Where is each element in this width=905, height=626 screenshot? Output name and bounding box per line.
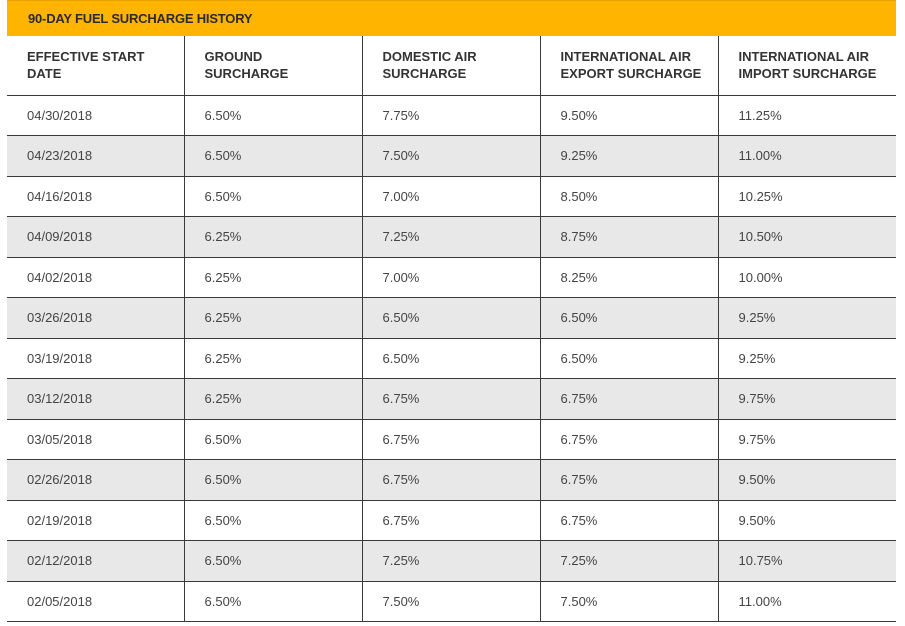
table-body: 04/30/2018 6.50% 7.75% 9.50% 11.25% 04/23/201… bbox=[7, 95, 896, 622]
cell-ground-surcharge: 6.50% bbox=[184, 135, 363, 177]
cell-international-export-surcharge: 8.75% bbox=[540, 216, 719, 258]
cell-international-export-surcharge: 7.25% bbox=[540, 540, 719, 582]
header-line: EXPORT SURCHARGE bbox=[560, 66, 702, 82]
cell-ground-surcharge: 6.25% bbox=[184, 297, 363, 339]
table-row: 04/02/2018 6.25% 7.00% 8.25% 10.00% bbox=[7, 257, 896, 298]
header-line: SURCHARGE bbox=[382, 66, 467, 82]
header-international-air-import-surcharge: INTERNATIONAL AIR IMPORT SURCHARGE bbox=[718, 36, 896, 96]
table-row: 04/30/2018 6.50% 7.75% 9.50% 11.25% bbox=[7, 95, 896, 136]
cell-international-import-surcharge: 10.75% bbox=[718, 540, 896, 582]
cell-effective-start-date: 04/23/2018 bbox=[7, 135, 185, 177]
cell-international-import-surcharge: 11.00% bbox=[718, 581, 896, 622]
cell-domestic-air-surcharge: 7.75% bbox=[362, 95, 541, 136]
cell-international-export-surcharge: 9.50% bbox=[540, 95, 719, 136]
cell-international-import-surcharge: 10.25% bbox=[718, 176, 896, 217]
cell-ground-surcharge: 6.25% bbox=[184, 378, 363, 420]
cell-international-export-surcharge: 6.75% bbox=[540, 459, 719, 501]
table-row: 04/23/2018 6.50% 7.50% 9.25% 11.00% bbox=[7, 135, 896, 177]
cell-effective-start-date: 03/12/2018 bbox=[7, 378, 185, 420]
cell-effective-start-date: 04/30/2018 bbox=[7, 95, 185, 136]
header-row: EFFECTIVE START DATE GROUND SURCHARGE DOMEST… bbox=[7, 36, 896, 96]
cell-effective-start-date: 02/12/2018 bbox=[7, 540, 185, 582]
cell-effective-start-date: 04/02/2018 bbox=[7, 257, 185, 298]
cell-domestic-air-surcharge: 7.00% bbox=[362, 176, 541, 217]
cell-effective-start-date: 04/09/2018 bbox=[7, 216, 185, 258]
cell-international-import-surcharge: 11.25% bbox=[718, 95, 896, 136]
header-line: EFFECTIVE START bbox=[27, 49, 145, 65]
header-international-air-export-surcharge: INTERNATIONAL AIR EXPORT SURCHARGE bbox=[540, 36, 719, 96]
table-row: 03/26/2018 6.25% 6.50% 6.50% 9.25% bbox=[7, 297, 896, 339]
cell-domestic-air-surcharge: 7.25% bbox=[362, 216, 541, 258]
cell-international-export-surcharge: 7.50% bbox=[540, 581, 719, 622]
cell-effective-start-date: 02/26/2018 bbox=[7, 459, 185, 501]
table-row: 02/26/2018 6.50% 6.75% 6.75% 9.50% bbox=[7, 459, 896, 501]
header-domestic-air-surcharge: DOMESTIC AIR SURCHARGE bbox=[362, 36, 541, 96]
table-row: 02/19/2018 6.50% 6.75% 6.75% 9.50% bbox=[7, 500, 896, 541]
cell-international-export-surcharge: 6.75% bbox=[540, 500, 719, 541]
cell-effective-start-date: 04/16/2018 bbox=[7, 176, 185, 217]
cell-international-export-surcharge: 6.50% bbox=[540, 338, 719, 379]
title-bar: 90-DAY FUEL SURCHARGE HISTORY bbox=[7, 0, 896, 36]
cell-ground-surcharge: 6.50% bbox=[184, 500, 363, 541]
cell-ground-surcharge: 6.50% bbox=[184, 95, 363, 136]
cell-international-import-surcharge: 9.50% bbox=[718, 459, 896, 501]
cell-ground-surcharge: 6.50% bbox=[184, 540, 363, 582]
table-row: 04/16/2018 6.50% 7.00% 8.50% 10.25% bbox=[7, 176, 896, 217]
table-row: 02/12/2018 6.50% 7.25% 7.25% 10.75% bbox=[7, 540, 896, 582]
cell-international-export-surcharge: 9.25% bbox=[540, 135, 719, 177]
header-ground-surcharge: GROUND SURCHARGE bbox=[184, 36, 363, 96]
cell-effective-start-date: 02/05/2018 bbox=[7, 581, 185, 622]
surcharge-history-panel: 90-DAY FUEL SURCHARGE HISTORY EFFECTIVE … bbox=[7, 0, 896, 622]
cell-domestic-air-surcharge: 7.25% bbox=[362, 540, 541, 582]
table-title: 90-DAY FUEL SURCHARGE HISTORY bbox=[28, 11, 253, 26]
table-row: 04/09/2018 6.25% 7.25% 8.75% 10.50% bbox=[7, 216, 896, 258]
header-line: GROUND bbox=[204, 49, 263, 65]
cell-domestic-air-surcharge: 7.50% bbox=[362, 581, 541, 622]
cell-international-export-surcharge: 6.75% bbox=[540, 378, 719, 420]
table-row: 03/05/2018 6.50% 6.75% 6.75% 9.75% bbox=[7, 419, 896, 460]
cell-international-export-surcharge: 6.50% bbox=[540, 297, 719, 339]
cell-ground-surcharge: 6.50% bbox=[184, 581, 363, 622]
table-row: 02/05/2018 6.50% 7.50% 7.50% 11.00% bbox=[7, 581, 896, 622]
cell-international-export-surcharge: 8.25% bbox=[540, 257, 719, 298]
header-line: INTERNATIONAL AIR bbox=[560, 49, 691, 65]
table-row: 03/12/2018 6.25% 6.75% 6.75% 9.75% bbox=[7, 378, 896, 420]
cell-effective-start-date: 03/05/2018 bbox=[7, 419, 185, 460]
cell-ground-surcharge: 6.50% bbox=[184, 459, 363, 501]
cell-international-import-surcharge: 11.00% bbox=[718, 135, 896, 177]
cell-ground-surcharge: 6.50% bbox=[184, 176, 363, 217]
header-effective-start-date: EFFECTIVE START DATE bbox=[7, 36, 185, 96]
cell-ground-surcharge: 6.25% bbox=[184, 216, 363, 258]
cell-domestic-air-surcharge: 7.50% bbox=[362, 135, 541, 177]
cell-international-import-surcharge: 10.50% bbox=[718, 216, 896, 258]
cell-domestic-air-surcharge: 6.50% bbox=[362, 338, 541, 379]
cell-international-import-surcharge: 9.25% bbox=[718, 338, 896, 379]
cell-effective-start-date: 03/26/2018 bbox=[7, 297, 185, 339]
cell-international-export-surcharge: 8.50% bbox=[540, 176, 719, 217]
cell-international-import-surcharge: 9.25% bbox=[718, 297, 896, 339]
cell-ground-surcharge: 6.25% bbox=[184, 338, 363, 379]
cell-international-import-surcharge: 9.75% bbox=[718, 419, 896, 460]
cell-domestic-air-surcharge: 6.50% bbox=[362, 297, 541, 339]
header-line: INTERNATIONAL AIR bbox=[738, 49, 869, 65]
cell-effective-start-date: 03/19/2018 bbox=[7, 338, 185, 379]
cell-international-export-surcharge: 6.75% bbox=[540, 419, 719, 460]
cell-domestic-air-surcharge: 7.00% bbox=[362, 257, 541, 298]
header-line: DATE bbox=[27, 66, 62, 82]
cell-international-import-surcharge: 9.75% bbox=[718, 378, 896, 420]
cell-ground-surcharge: 6.50% bbox=[184, 419, 363, 460]
header-line: IMPORT SURCHARGE bbox=[738, 66, 877, 82]
cell-domestic-air-surcharge: 6.75% bbox=[362, 419, 541, 460]
cell-domestic-air-surcharge: 6.75% bbox=[362, 500, 541, 541]
cell-international-import-surcharge: 10.00% bbox=[718, 257, 896, 298]
table-row: 03/19/2018 6.25% 6.50% 6.50% 9.25% bbox=[7, 338, 896, 379]
surcharge-table: EFFECTIVE START DATE GROUND SURCHARGE DOMEST… bbox=[7, 36, 896, 622]
header-line: DOMESTIC AIR bbox=[382, 49, 477, 65]
cell-ground-surcharge: 6.25% bbox=[184, 257, 363, 298]
cell-domestic-air-surcharge: 6.75% bbox=[362, 459, 541, 501]
cell-international-import-surcharge: 9.50% bbox=[718, 500, 896, 541]
cell-effective-start-date: 02/19/2018 bbox=[7, 500, 185, 541]
cell-domestic-air-surcharge: 6.75% bbox=[362, 378, 541, 420]
header-line: SURCHARGE bbox=[204, 66, 289, 82]
